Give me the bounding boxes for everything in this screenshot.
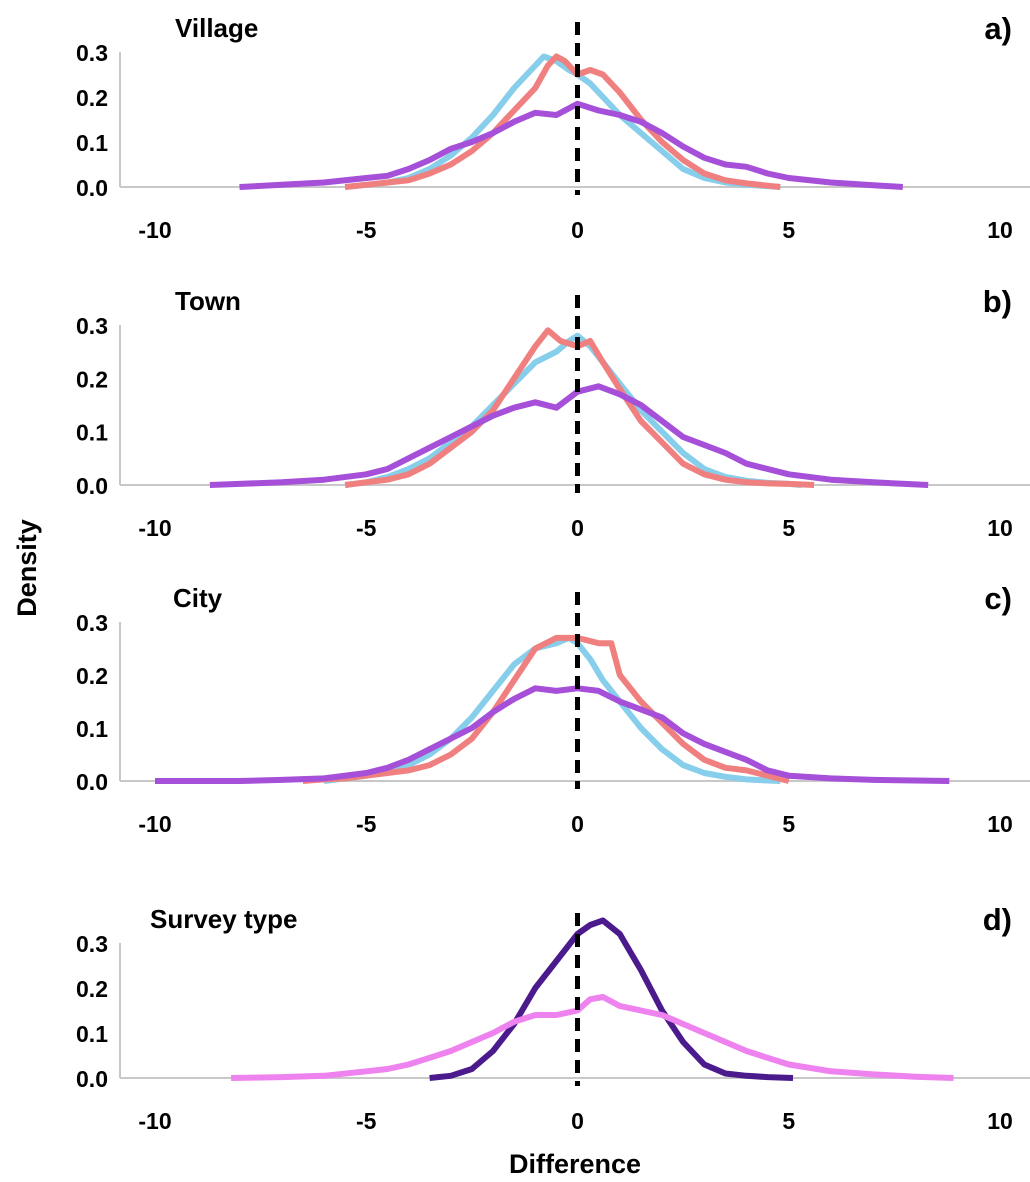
- series-line-3: [239, 100, 903, 190]
- panel-title: Survey type: [150, 904, 297, 934]
- x-tick-label: 0: [571, 217, 584, 243]
- x-tick-label: 5: [782, 515, 795, 541]
- series-line-3: [209, 383, 929, 488]
- series-line-3: [155, 685, 950, 784]
- y-tick-label: 0.2: [76, 663, 108, 689]
- y-tick-label: 0.1: [76, 716, 108, 742]
- panel-label: d): [983, 902, 1012, 937]
- panel-title: Village: [175, 13, 258, 43]
- x-tick-label: 10: [987, 811, 1013, 837]
- x-tick-label: 10: [987, 1108, 1013, 1134]
- x-tick-label: 10: [987, 217, 1013, 243]
- x-tick-label: -10: [138, 515, 171, 541]
- x-tick-label: 5: [782, 811, 795, 837]
- x-tick-label: -5: [356, 811, 377, 837]
- panel-label: c): [984, 581, 1012, 616]
- y-tick-label: 0.2: [76, 85, 108, 111]
- x-tick-label: 5: [782, 1108, 795, 1134]
- panel-2: 0.0 0.1 0.2 0.3 -10 -5 0 5 10 Town b): [76, 284, 1030, 541]
- x-tick-label: 10: [987, 515, 1013, 541]
- x-tick-label: -10: [138, 811, 171, 837]
- series-line-1: [344, 332, 802, 488]
- y-tick-label: 0.2: [76, 976, 108, 1002]
- series-line-2: [344, 53, 781, 190]
- series-line-2: [302, 634, 790, 784]
- x-tick-label: -10: [138, 217, 171, 243]
- x-tick-label: 0: [571, 515, 584, 541]
- x-tick-label: 5: [782, 217, 795, 243]
- y-tick-label: 0.1: [76, 420, 108, 446]
- x-tick-label: 0: [571, 811, 584, 837]
- y-tick-label: 0.0: [76, 1066, 108, 1092]
- y-tick-label: 0.0: [76, 769, 108, 795]
- panel-1: 0.0 0.1 0.2 0.3 -10 -5 0 5 10 Village a): [76, 11, 1030, 243]
- panel-label: a): [984, 11, 1012, 46]
- y-tick-label: 0.3: [76, 40, 108, 66]
- series-line-1: [429, 917, 794, 1081]
- series-line-2: [231, 994, 954, 1081]
- y-tick-label: 0.2: [76, 366, 108, 392]
- y-tick-label: 0.1: [76, 130, 108, 156]
- panel-title: City: [173, 583, 223, 613]
- panel-title: Town: [175, 286, 241, 316]
- x-tick-label: -5: [356, 217, 377, 243]
- x-axis-label: Difference: [509, 1149, 641, 1179]
- panel-3: 0.0 0.1 0.2 0.3 -10 -5 0 5 10 City c): [76, 581, 1030, 837]
- x-tick-label: 0: [571, 1108, 584, 1134]
- y-tick-label: 0.3: [76, 610, 108, 636]
- y-tick-label: 0.3: [76, 931, 108, 957]
- x-tick-label: -5: [356, 515, 377, 541]
- x-tick-label: -5: [356, 1108, 377, 1134]
- y-tick-label: 0.1: [76, 1021, 108, 1047]
- y-axis-label: Density: [12, 519, 42, 617]
- y-tick-label: 0.3: [76, 313, 108, 339]
- series-line-1: [344, 53, 781, 190]
- x-tick-label: -10: [138, 1108, 171, 1134]
- y-tick-label: 0.0: [76, 175, 108, 201]
- y-tick-label: 0.0: [76, 473, 108, 499]
- panel-4: 0.0 0.1 0.2 0.3 -10 -5 0 5 10 Survey type d): [76, 902, 1030, 1134]
- panel-label: b): [983, 284, 1012, 319]
